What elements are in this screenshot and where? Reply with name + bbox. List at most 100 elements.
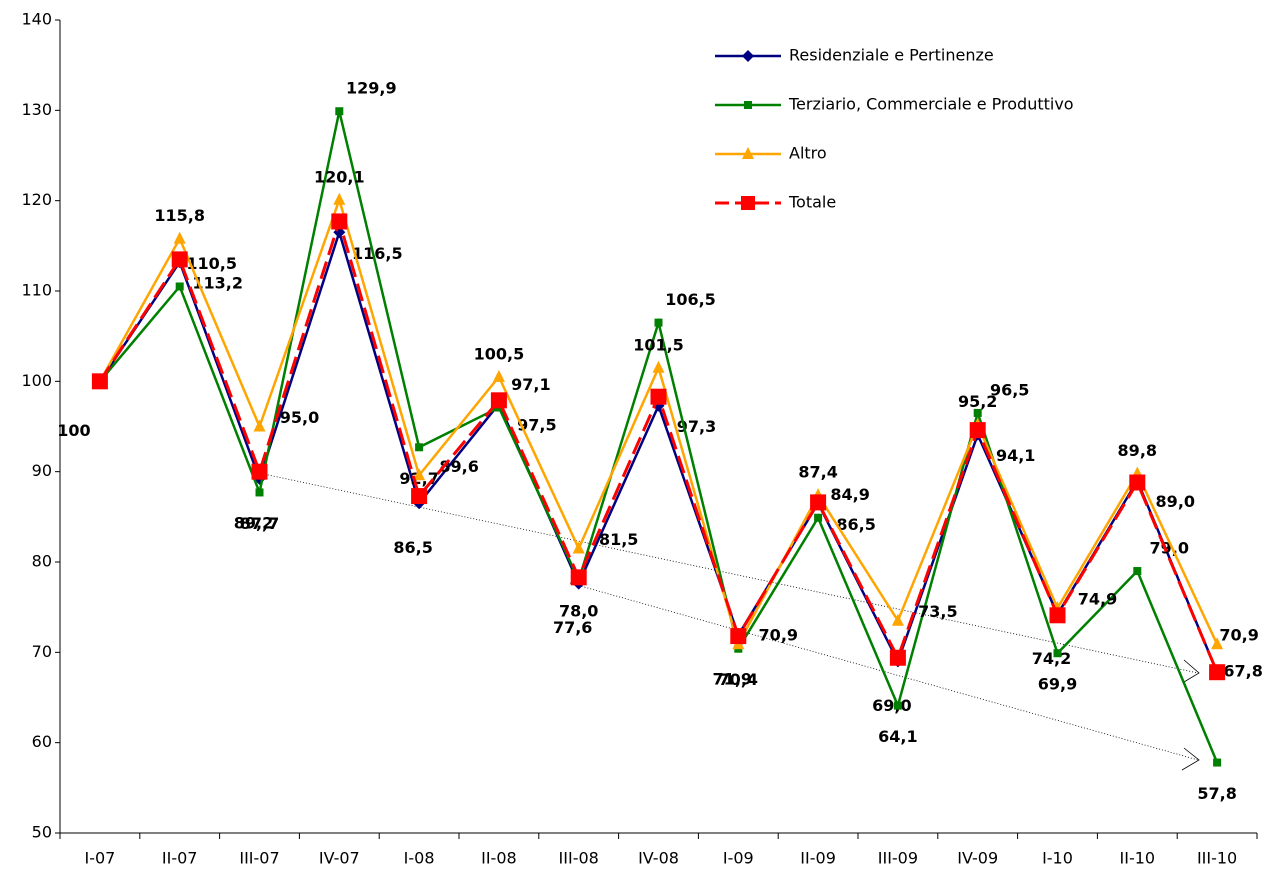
- series: 100 113,2 89,2 116,5 86,5 97,5 77,6 97,3 71,9 86,…: [57, 226, 1263, 715]
- x-tick-label: IV-07: [319, 849, 360, 868]
- marker: [730, 628, 747, 645]
- legend-marker: [742, 50, 754, 62]
- value-label: 95,0: [280, 408, 319, 427]
- value-label: 89,2: [234, 513, 273, 532]
- series: 115,895,0120,189,6100,581,5101,570,987,4…: [93, 167, 1259, 650]
- y-tick-label: 100: [21, 371, 52, 390]
- marker: [333, 192, 346, 205]
- marker: [1129, 474, 1146, 491]
- marker: [973, 408, 982, 417]
- legend-label: Altro: [789, 144, 827, 163]
- y-tick-label: 120: [21, 190, 52, 209]
- marker: [171, 251, 188, 268]
- x-tick-label: IV-09: [957, 849, 998, 868]
- y-tick-label: 70: [32, 642, 52, 661]
- value-label: 64,1: [878, 727, 917, 746]
- marker: [1213, 758, 1222, 767]
- value-label: 106,5: [665, 290, 716, 309]
- value-label: 70,9: [759, 626, 798, 645]
- value-label: 78,0: [559, 602, 598, 621]
- x-tick-label: III-10: [1197, 849, 1237, 868]
- value-label: 87,7: [240, 514, 279, 533]
- marker: [570, 569, 587, 586]
- value-label: 95,2: [958, 392, 997, 411]
- value-label: 97,5: [517, 415, 556, 434]
- value-label: 89,0: [1156, 492, 1195, 511]
- x-tick-label: I-09: [723, 849, 754, 868]
- arrow-head: [1183, 659, 1200, 683]
- marker: [251, 463, 268, 480]
- marker: [413, 468, 426, 481]
- value-label: 129,9: [346, 79, 397, 98]
- value-label: 87,4: [798, 463, 837, 482]
- marker: [91, 373, 108, 390]
- value-label: 74,2: [1032, 649, 1071, 668]
- value-label: 74,9: [1078, 590, 1117, 609]
- x-tick-label: III-09: [878, 849, 918, 868]
- trend-arrows: [258, 472, 1200, 771]
- x-tick-label: II-09: [800, 849, 836, 868]
- legend-label: Residenziale e Pertinenze: [789, 46, 994, 65]
- value-label: 96,5: [990, 380, 1029, 399]
- value-label: 69,9: [1038, 675, 1077, 694]
- value-label: 71,9: [713, 670, 752, 689]
- marker: [814, 513, 823, 522]
- legend-marker: [742, 147, 754, 159]
- legend-label: Terziario, Commerciale e Produttivo: [788, 95, 1074, 114]
- value-label: 84,9: [830, 485, 869, 504]
- value-label: 86,5: [836, 515, 875, 534]
- y-tick-label: 140: [21, 10, 52, 29]
- x-tick-label: IV-08: [638, 849, 679, 868]
- marker: [810, 494, 827, 511]
- y-tick-label: 130: [21, 100, 52, 119]
- value-label: 94,1: [996, 446, 1035, 465]
- value-label: 73,5: [918, 602, 957, 621]
- x-tick-label: I-10: [1042, 849, 1073, 868]
- marker: [490, 392, 507, 409]
- marker: [1049, 607, 1066, 624]
- value-label: 70,9: [1219, 626, 1258, 645]
- x-tick-label: II-08: [481, 849, 517, 868]
- trend-line: [258, 472, 1199, 674]
- marker: [654, 318, 663, 327]
- marker: [411, 488, 428, 505]
- x-tick-label: III-08: [559, 849, 599, 868]
- trend-line: [569, 582, 1199, 761]
- x-tick-label: II-07: [162, 849, 198, 868]
- value-label: 77,6: [553, 618, 592, 637]
- marker: [893, 701, 902, 710]
- marker: [335, 107, 344, 116]
- legend-item: Totale: [715, 193, 836, 212]
- value-label: 89,8: [1118, 441, 1157, 460]
- legend-marker: [741, 196, 755, 210]
- marker: [652, 360, 665, 373]
- value-label: 101,5: [633, 335, 684, 354]
- value-label: 120,1: [314, 167, 365, 186]
- value-label: 110,5: [186, 254, 237, 273]
- x-tick-label: I-07: [84, 849, 115, 868]
- value-label: 69,0: [872, 696, 911, 715]
- legend-label: Totale: [788, 193, 836, 212]
- y-tick-label: 80: [32, 552, 52, 571]
- marker: [1053, 649, 1062, 658]
- value-label: 86,5: [393, 538, 432, 557]
- x-tick-label: I-08: [404, 849, 435, 868]
- marker: [492, 369, 505, 382]
- legend-item: Terziario, Commerciale e Produttivo: [715, 95, 1074, 114]
- value-label: 116,5: [352, 244, 403, 263]
- marker: [1211, 637, 1224, 650]
- value-label: 57,8: [1197, 784, 1236, 803]
- series: [91, 213, 1226, 681]
- value-label: 81,5: [599, 530, 638, 549]
- series-line: [98, 216, 1219, 673]
- marker: [1209, 664, 1226, 681]
- value-label: 115,8: [154, 206, 205, 225]
- marker: [572, 541, 585, 554]
- marker: [650, 388, 667, 405]
- marker: [1133, 567, 1142, 576]
- value-label: 100: [57, 421, 90, 440]
- value-label: 70,4: [719, 670, 758, 689]
- value-label: 113,2: [192, 274, 243, 293]
- value-label: 67,8: [1223, 662, 1262, 681]
- marker: [331, 213, 348, 230]
